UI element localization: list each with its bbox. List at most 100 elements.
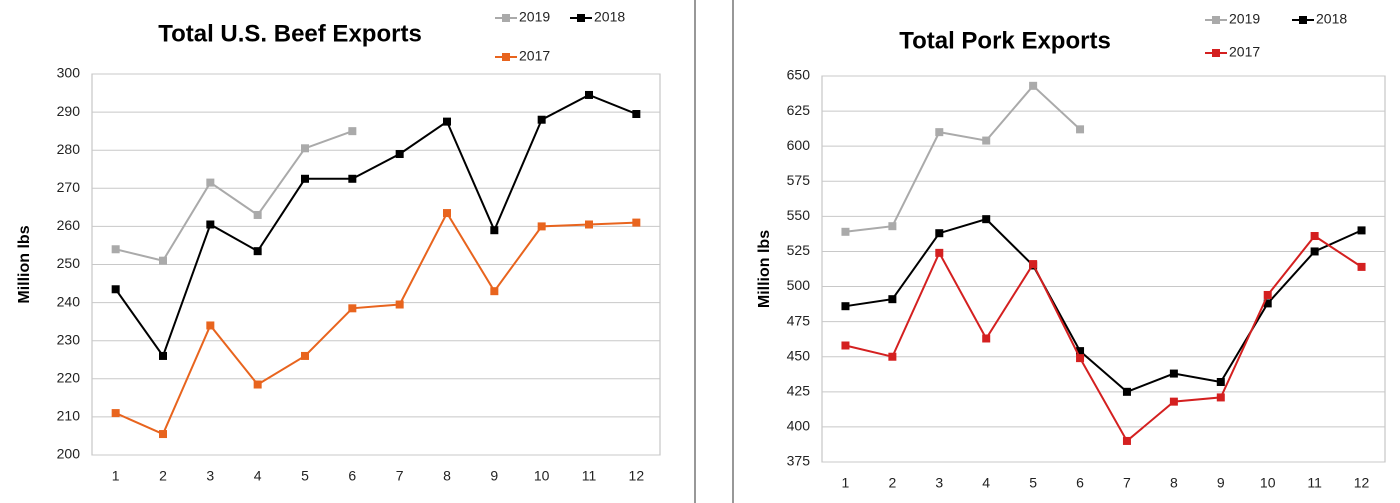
point <box>888 222 897 231</box>
x-tick-label: 1 <box>112 468 120 484</box>
x-tick-label: 6 <box>1076 475 1084 491</box>
point <box>982 136 991 145</box>
x-tick-label: 8 <box>1170 475 1178 491</box>
point <box>348 174 357 183</box>
y-tick-label: 270 <box>57 179 81 195</box>
point <box>443 209 451 218</box>
x-tick-label: 4 <box>982 475 990 491</box>
legend-marker <box>1299 16 1307 24</box>
point <box>490 226 499 235</box>
point <box>443 117 451 126</box>
y-tick-label: 300 <box>57 65 81 81</box>
y-tick-label: 400 <box>787 418 811 434</box>
point <box>253 380 262 389</box>
y-tick-label: 280 <box>57 141 81 157</box>
point <box>1216 377 1225 386</box>
legend-label: 2019 <box>1229 11 1260 27</box>
y-tick-label: 200 <box>57 446 81 462</box>
chart-title: Total Pork Exports <box>899 27 1111 54</box>
point <box>1029 260 1038 269</box>
legend-label: 2019 <box>519 9 550 25</box>
point <box>111 285 120 294</box>
x-tick-label: 10 <box>534 468 550 484</box>
point <box>935 128 944 137</box>
legend-label: 2018 <box>594 9 625 25</box>
point <box>301 144 309 153</box>
y-tick-label: 475 <box>787 312 811 328</box>
y-tick-label: 550 <box>787 207 811 223</box>
x-tick-label: 4 <box>254 468 262 484</box>
x-tick-label: 7 <box>396 468 404 484</box>
legend-marker <box>1212 16 1220 24</box>
point <box>935 229 944 238</box>
point <box>1357 226 1366 235</box>
y-tick-label: 290 <box>57 103 81 119</box>
x-tick-label: 11 <box>582 468 597 484</box>
x-tick-label: 9 <box>490 468 498 484</box>
y-axis-label: Million lbs <box>756 230 773 308</box>
point <box>585 90 593 99</box>
y-tick-label: 525 <box>787 242 811 258</box>
point <box>1263 290 1272 299</box>
legend-label: 2018 <box>1316 11 1347 27</box>
y-tick-label: 220 <box>57 370 81 386</box>
series-line <box>115 211 637 436</box>
point <box>395 150 404 159</box>
point <box>301 174 309 183</box>
point <box>537 115 546 124</box>
y-tick-label: 375 <box>787 453 811 469</box>
series-line <box>845 218 1362 393</box>
x-tick-label: 5 <box>1029 475 1037 491</box>
point <box>982 334 991 343</box>
y-tick-label: 625 <box>787 102 811 118</box>
point <box>1310 232 1319 241</box>
legend-label: 2017 <box>519 48 550 64</box>
x-tick-label: 1 <box>842 475 850 491</box>
y-tick-label: 260 <box>57 217 81 233</box>
point <box>1169 369 1178 378</box>
point <box>841 227 850 236</box>
point <box>841 341 850 350</box>
point <box>935 248 944 257</box>
x-tick-label: 3 <box>206 468 214 484</box>
point <box>301 351 309 360</box>
legend-marker <box>577 14 585 22</box>
point <box>1122 436 1131 445</box>
x-tick-label: 8 <box>443 468 451 484</box>
point <box>841 302 850 311</box>
point <box>111 245 120 254</box>
series-line <box>115 130 353 262</box>
point <box>982 215 991 224</box>
point <box>253 247 262 256</box>
legend-marker <box>502 14 510 22</box>
point <box>490 287 499 296</box>
point <box>585 220 593 229</box>
series-line <box>845 234 1363 443</box>
point <box>1076 347 1085 356</box>
point <box>1076 125 1085 134</box>
y-tick-label: 210 <box>57 408 81 424</box>
legend-label: 2017 <box>1229 44 1260 60</box>
x-tick-label: 6 <box>348 468 356 484</box>
point <box>159 256 167 265</box>
point <box>888 295 897 304</box>
point <box>206 178 215 187</box>
point <box>253 210 262 219</box>
legend-marker <box>1212 49 1220 57</box>
y-tick-label: 250 <box>57 255 81 271</box>
y-tick-label: 575 <box>787 172 811 188</box>
legend-marker <box>502 53 510 61</box>
point <box>159 351 167 360</box>
series-line <box>845 84 1081 233</box>
x-tick-label: 2 <box>159 468 167 484</box>
x-tick-label: 5 <box>301 468 309 484</box>
point <box>1169 397 1178 406</box>
y-axis-label: Million lbs <box>16 225 33 303</box>
point <box>348 127 357 136</box>
x-tick-label: 12 <box>1354 475 1370 491</box>
y-tick-label: 600 <box>787 137 811 153</box>
point <box>1216 393 1225 402</box>
y-tick-label: 230 <box>57 331 81 347</box>
point <box>395 300 404 309</box>
